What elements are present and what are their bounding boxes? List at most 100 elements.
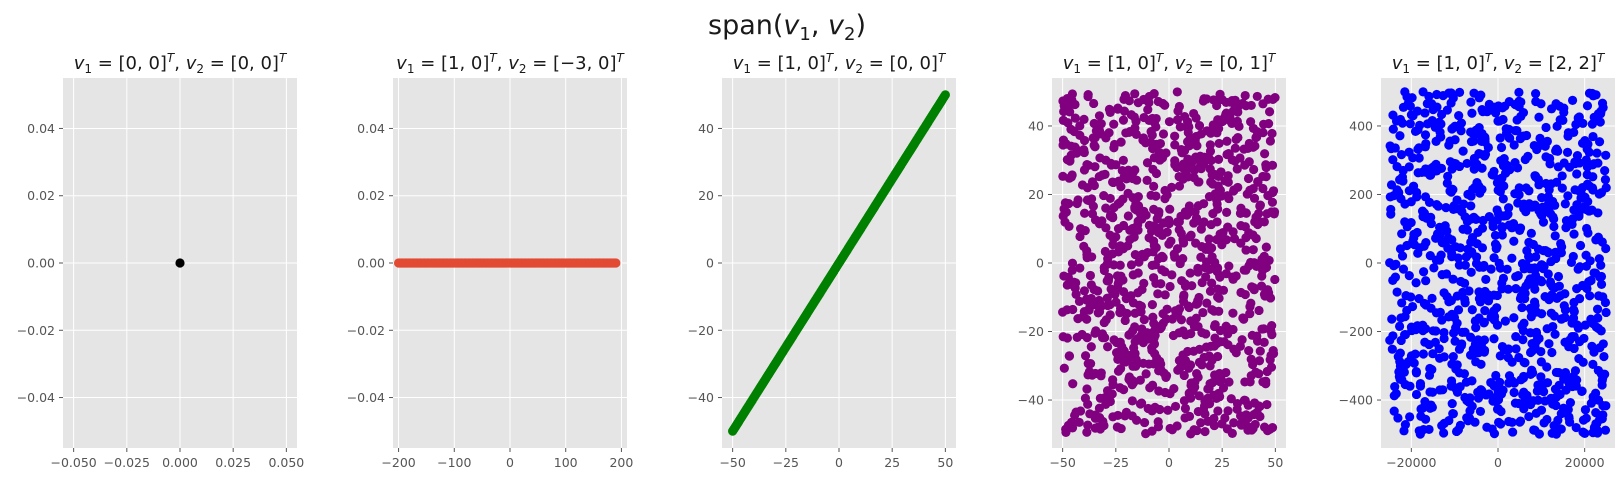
scatter-point — [1415, 379, 1426, 389]
scatter-point — [1115, 307, 1125, 318]
scatter-point — [1110, 289, 1120, 299]
scatter-point — [1525, 328, 1535, 338]
scatter-point — [1208, 209, 1218, 219]
scatter-point — [1270, 274, 1280, 285]
scatter-point — [1170, 140, 1180, 150]
scatter-point — [1587, 183, 1598, 193]
scatter-point — [1177, 148, 1187, 158]
scatter-point — [1213, 234, 1223, 244]
scatter-point — [1551, 99, 1561, 109]
scatter-point — [1259, 422, 1270, 432]
scatter-point — [1261, 262, 1272, 273]
x-tick-label: 50 — [1267, 455, 1283, 470]
scatter-point — [1151, 278, 1161, 288]
scatter-point — [1179, 238, 1189, 248]
scatter-point — [1185, 136, 1195, 147]
scatter-point — [1453, 305, 1464, 315]
scatter-point — [1426, 212, 1436, 223]
scatter-point — [1559, 103, 1569, 113]
scatter-point — [1243, 143, 1253, 154]
scatter-point — [1059, 204, 1069, 214]
scatter-point — [1533, 174, 1543, 185]
scatter-point — [1385, 141, 1395, 151]
scatter-point — [1113, 224, 1124, 234]
scatter-point — [1194, 121, 1205, 131]
scatter-point — [1537, 193, 1547, 203]
scatter-point — [1448, 352, 1458, 362]
scatter-point — [1422, 99, 1432, 109]
scatter-point — [1226, 394, 1236, 404]
scatter-point — [1128, 298, 1139, 308]
scatter-point — [1596, 279, 1607, 289]
scatter-point — [1100, 246, 1110, 257]
scatter-point — [1466, 267, 1476, 277]
scatter-point — [1160, 290, 1170, 300]
scatter-point — [1533, 395, 1543, 405]
scatter-point — [1174, 181, 1185, 191]
scatter-point — [1141, 369, 1151, 379]
scatter-point — [1231, 134, 1241, 145]
scatter-point — [1074, 417, 1084, 427]
scatter-point — [1416, 404, 1426, 414]
scatter-point — [1123, 211, 1133, 221]
scatter-point — [1233, 107, 1243, 117]
scatter-point — [1569, 297, 1579, 308]
scatter-point — [1131, 415, 1142, 425]
y-tick-label: −20 — [688, 323, 714, 338]
scatter-point — [1075, 263, 1085, 273]
scatter-point — [1228, 308, 1238, 318]
scatter-point — [1559, 301, 1569, 311]
scatter-point — [1544, 294, 1554, 304]
scatter-point — [1227, 428, 1237, 439]
scatter-point — [1504, 378, 1514, 388]
scatter-point — [1435, 230, 1445, 240]
scatter-point — [1556, 238, 1566, 249]
scatter-point — [1438, 385, 1448, 395]
scatter-point — [1498, 385, 1508, 395]
scatter-point — [1083, 420, 1093, 430]
scatter-point — [1241, 245, 1251, 255]
scatter-point — [1582, 101, 1593, 111]
scatter-point — [1067, 258, 1078, 268]
scatter-point — [1592, 304, 1603, 314]
scatter-point — [1446, 381, 1456, 391]
scatter-point — [1138, 338, 1148, 348]
scatter-point — [1264, 107, 1275, 117]
scatter-point — [1253, 177, 1263, 187]
scatter-point — [1223, 177, 1233, 187]
scatter-point — [1236, 220, 1246, 231]
scatter-point — [1228, 227, 1238, 237]
scatter-point — [1116, 182, 1126, 192]
scatter-point — [1552, 121, 1562, 131]
scatter-point — [1161, 371, 1172, 381]
scatter-point — [1116, 276, 1126, 286]
scatter-point — [1564, 378, 1574, 388]
scatter-point — [1089, 118, 1099, 129]
scatter-point — [1577, 386, 1587, 396]
scatter-point — [1572, 283, 1582, 294]
scatter-point — [1536, 357, 1546, 367]
scatter-point — [1148, 236, 1159, 246]
scatter-point — [1388, 124, 1398, 134]
scatter-point — [1249, 164, 1259, 175]
scatter-point — [1061, 139, 1071, 149]
scatter-point — [1587, 88, 1597, 99]
scatter-point — [1212, 199, 1222, 209]
x-tick-label: −20000 — [1386, 455, 1436, 470]
scatter-point — [1058, 307, 1068, 317]
scatter-point — [1202, 94, 1212, 104]
scatter-point — [1536, 372, 1546, 382]
scatter-point — [1418, 325, 1428, 336]
scatter-point — [1105, 211, 1116, 221]
scatter-point — [1424, 339, 1434, 350]
scatter-point — [1580, 136, 1590, 146]
scatter-points — [1058, 87, 1280, 439]
scatter-point — [1093, 286, 1103, 296]
scatter-point — [1420, 192, 1431, 202]
scatter-point — [1094, 403, 1105, 413]
scatter-point — [1193, 406, 1203, 417]
scatter-point — [1457, 207, 1467, 217]
scatter-point — [1264, 255, 1274, 265]
scatter-point — [1531, 96, 1541, 107]
scatter-point — [1556, 424, 1566, 434]
